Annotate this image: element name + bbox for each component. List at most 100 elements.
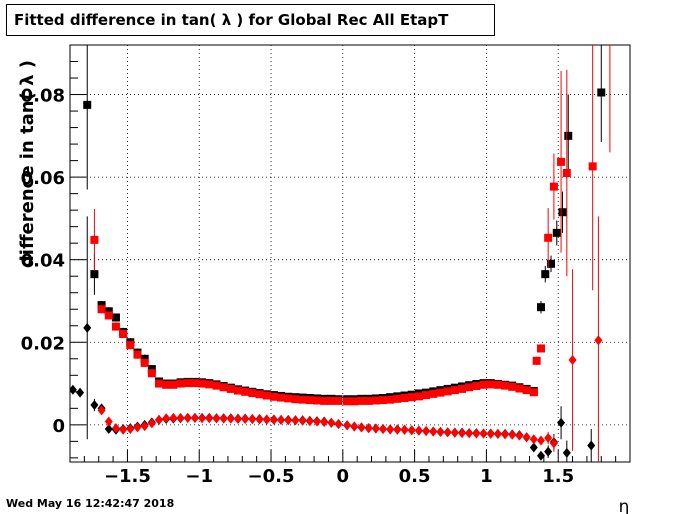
data-point-diamond: [465, 428, 474, 439]
data-point-square: [364, 396, 373, 405]
data-point-square: [334, 396, 343, 405]
data-point-square: [562, 168, 571, 177]
data-point-square: [219, 383, 228, 392]
data-point-square: [493, 380, 502, 389]
data-point-square: [111, 313, 120, 322]
data-point-diamond: [493, 428, 502, 439]
data-point-diamond: [312, 416, 321, 427]
data-point-diamond: [133, 422, 142, 433]
data-point-square: [532, 356, 541, 365]
data-point-square: [104, 311, 113, 320]
data-point-diamond: [486, 428, 495, 439]
data-point-square: [400, 394, 409, 403]
data-point-square: [450, 386, 459, 395]
data-point-diamond: [422, 426, 431, 437]
data-point-square: [357, 396, 366, 405]
data-point-square: [393, 394, 402, 403]
data-point-diamond: [544, 433, 553, 444]
data-point-square: [458, 384, 466, 393]
data-point-square: [529, 388, 538, 397]
data-point-diamond: [400, 424, 409, 435]
data-point-square: [126, 341, 135, 350]
data-point-square: [147, 369, 156, 378]
data-point-square: [479, 380, 488, 389]
data-point-diamond: [212, 413, 221, 424]
data-point-square: [541, 270, 550, 279]
data-point-square: [486, 380, 495, 389]
data-point-square: [343, 397, 352, 406]
data-point-diamond: [190, 412, 199, 423]
data-point-diamond: [357, 422, 366, 433]
data-point-diamond: [393, 424, 402, 435]
data-point-diamond: [371, 423, 380, 434]
data-point-diamond: [450, 427, 459, 438]
data-point-diamond: [226, 413, 235, 424]
data-point-diamond: [169, 412, 178, 423]
data-point-diamond: [234, 414, 242, 425]
data-point-diamond: [587, 440, 596, 451]
data-point-diamond: [241, 414, 250, 425]
data-point-square: [111, 322, 120, 331]
timestamp: Wed May 16 12:42:47 2018: [6, 497, 175, 510]
data-point-square: [155, 379, 164, 388]
x-tick-label: 0: [337, 466, 350, 487]
data-point-diamond: [458, 428, 466, 439]
data-point-diamond: [147, 418, 156, 429]
data-point-diamond: [291, 415, 300, 426]
data-point-square: [557, 157, 566, 166]
data-point-diamond: [508, 429, 517, 440]
data-point-square: [90, 235, 99, 244]
data-layer: [70, 45, 611, 462]
data-point-diamond: [443, 427, 452, 438]
x-tick-label: −1: [185, 466, 213, 487]
chart-title-box: Fitted difference in tan( λ ) for Global…: [6, 4, 495, 36]
data-point-square: [162, 380, 171, 389]
data-point-diamond: [248, 414, 257, 425]
data-point-square: [133, 350, 142, 359]
data-point-diamond: [594, 335, 603, 346]
x-tick-label: 1.5: [542, 466, 574, 487]
data-point-diamond: [262, 414, 271, 425]
data-point-diamond: [364, 423, 373, 434]
data-point-square: [549, 182, 558, 191]
data-point-square: [284, 394, 293, 403]
data-point-diamond: [155, 414, 164, 425]
data-point-diamond: [305, 416, 314, 427]
x-tick-label: 1: [480, 466, 493, 487]
data-point-diamond: [70, 384, 77, 395]
data-point-square: [255, 390, 264, 399]
data-point-diamond: [350, 421, 359, 432]
data-point-diamond: [479, 428, 488, 439]
data-point-square: [277, 393, 286, 402]
data-point-square: [350, 397, 359, 406]
data-point-diamond: [536, 450, 545, 461]
data-point-diamond: [219, 413, 228, 424]
data-point-diamond: [111, 423, 120, 434]
data-point-diamond: [104, 416, 113, 427]
data-point-diamond: [255, 414, 264, 425]
data-point-diamond: [269, 414, 278, 425]
data-point-square: [552, 228, 561, 237]
data-point-diamond: [522, 432, 531, 443]
data-point-diamond: [140, 421, 149, 432]
data-point-square: [226, 384, 235, 393]
x-tick-label: −0.5: [248, 466, 295, 487]
data-point-square: [212, 381, 221, 390]
data-point-square: [564, 131, 573, 140]
data-point-square: [597, 88, 606, 97]
data-point-square: [522, 386, 531, 395]
data-point-diamond: [557, 417, 566, 428]
data-point-square: [536, 344, 545, 353]
data-point-square: [241, 387, 250, 396]
data-point-square: [90, 270, 99, 279]
data-point-diamond: [320, 416, 329, 427]
data-point-diamond: [284, 415, 293, 426]
data-point-square: [386, 395, 395, 404]
data-point-square: [298, 395, 307, 404]
data-point-square: [429, 389, 438, 398]
data-point-diamond: [90, 400, 99, 411]
data-point-square: [544, 233, 553, 242]
data-point-diamond: [544, 446, 553, 457]
y-tick-label: 0.08: [21, 86, 65, 107]
